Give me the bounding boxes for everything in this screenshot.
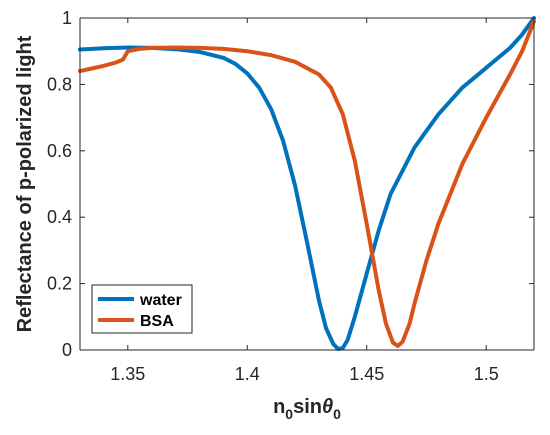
x-tick-label: 1.35 bbox=[110, 364, 145, 384]
y-tick-label: 0.6 bbox=[47, 141, 72, 161]
legend: water BSA bbox=[91, 284, 193, 334]
y-tick-label: 1 bbox=[62, 8, 72, 28]
y-tick-label: 0.8 bbox=[47, 74, 72, 94]
legend-label-water: water bbox=[139, 292, 182, 309]
x-tick-label: 1.4 bbox=[235, 364, 260, 384]
x-tick-label: 1.5 bbox=[474, 364, 499, 384]
legend-label-bsa: BSA bbox=[140, 313, 174, 330]
y-tick-label: 0.2 bbox=[47, 274, 72, 294]
axes: 1.35 1.4 1.45 1.5 0 0.2 0.4 0.6 0.8 1 bbox=[47, 8, 535, 384]
legend-box bbox=[91, 284, 193, 334]
x-axis-title: n0sinθ0 bbox=[273, 396, 341, 422]
y-tick-label: 0.4 bbox=[47, 207, 72, 227]
x-tick-label: 1.45 bbox=[349, 364, 384, 384]
x-ticks: 1.35 1.4 1.45 1.5 bbox=[110, 18, 499, 384]
series-line-bsa bbox=[78, 19, 536, 348]
plot-lines bbox=[78, 16, 536, 351]
y-axis-title: Reflectance of p-polarized light bbox=[14, 35, 36, 332]
series-line-water bbox=[78, 16, 536, 351]
y-tick-label: 0 bbox=[62, 340, 72, 360]
y-ticks: 0 0.2 0.4 0.6 0.8 1 bbox=[47, 8, 534, 360]
